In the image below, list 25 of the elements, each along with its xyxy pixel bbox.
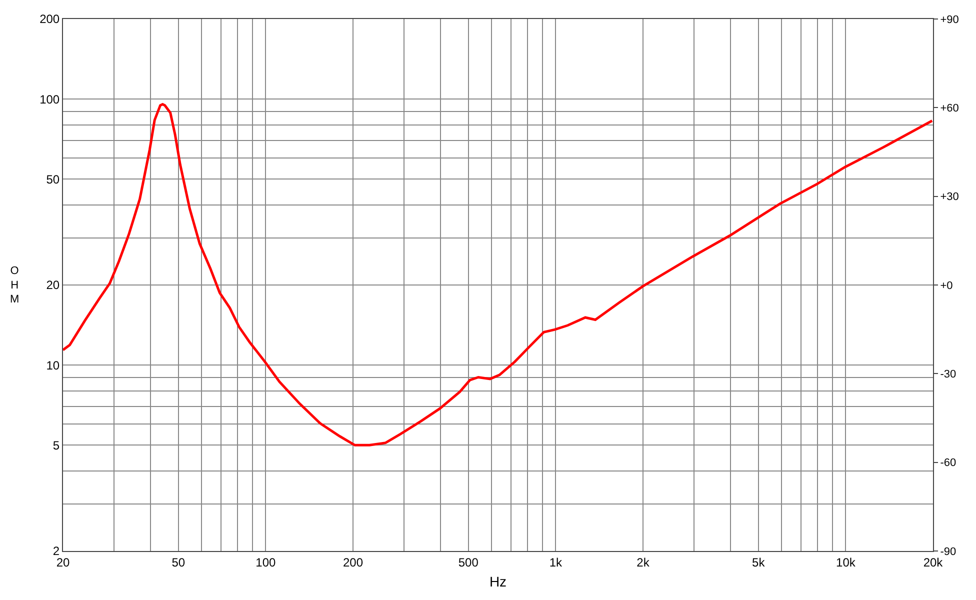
y-tick-label: 100 [40,92,60,106]
y-tick-label: 50 [46,172,60,186]
x-tick-label: 100 [256,555,276,570]
y-tick-label: 200 [40,12,60,26]
x-axis-title: Hz [489,574,507,590]
y2-tick-label: -60 [940,457,956,470]
y-axis-title: OHM [10,265,20,306]
y2-tick-label: -90 [940,546,956,558]
y-tick-label: 5 [52,438,60,452]
y2-tick-label: +0 [940,280,953,292]
y-tick-label: 2 [52,544,60,558]
y2-tick-label: +90 [940,14,959,26]
y2-tick-label: +30 [940,191,959,204]
x-tick-label: 200 [342,555,364,570]
x-tick-label: 2k [636,555,650,570]
x-tick-label: 1k [549,555,564,570]
y-tick-label: 10 [46,358,60,372]
x-tick-label: 50 [172,555,186,570]
x-tick-label: 10k [836,555,856,570]
x-tick-label: 500 [458,555,479,570]
y-tick-label: 20 [46,278,60,292]
y2-tick-label: +60 [940,102,959,115]
x-tick-label: 20k [923,555,944,570]
y2-tick-label: -30 [940,368,956,381]
x-tick-label: 5k [752,555,766,570]
